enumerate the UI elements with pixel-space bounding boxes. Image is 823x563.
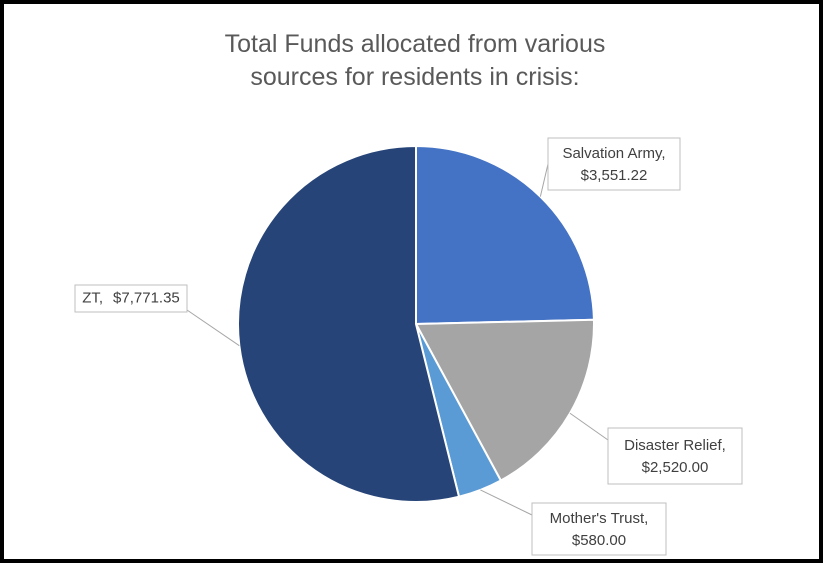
data-label: ZT, $7,771.35 <box>82 289 180 306</box>
title-line: Total Funds allocated from various <box>225 30 606 58</box>
leader-line <box>539 163 549 197</box>
leader-line <box>569 412 609 441</box>
category-label: Salvation Army, <box>562 145 665 162</box>
pie-slice <box>415 144 595 326</box>
pie-slice <box>237 144 461 503</box>
leader-line <box>186 309 240 347</box>
chart-title: Total Funds allocated from various source… <box>225 30 606 91</box>
label-box <box>531 502 667 556</box>
value-label: $3,551.22 <box>581 167 648 184</box>
category-label: Disaster Relief, <box>624 437 726 454</box>
label-box <box>547 137 681 191</box>
value-label: $7,771.35 <box>113 289 180 306</box>
leader-line <box>480 489 533 516</box>
label-box <box>607 427 743 485</box>
category-label: Mother's Trust, <box>550 510 649 527</box>
title-line: sources for residents in crisis: <box>250 63 579 91</box>
category-label: ZT, <box>82 289 103 306</box>
value-label: $2,520.00 <box>642 459 709 476</box>
value-label: $580.00 <box>572 532 626 549</box>
label-box <box>74 284 188 313</box>
